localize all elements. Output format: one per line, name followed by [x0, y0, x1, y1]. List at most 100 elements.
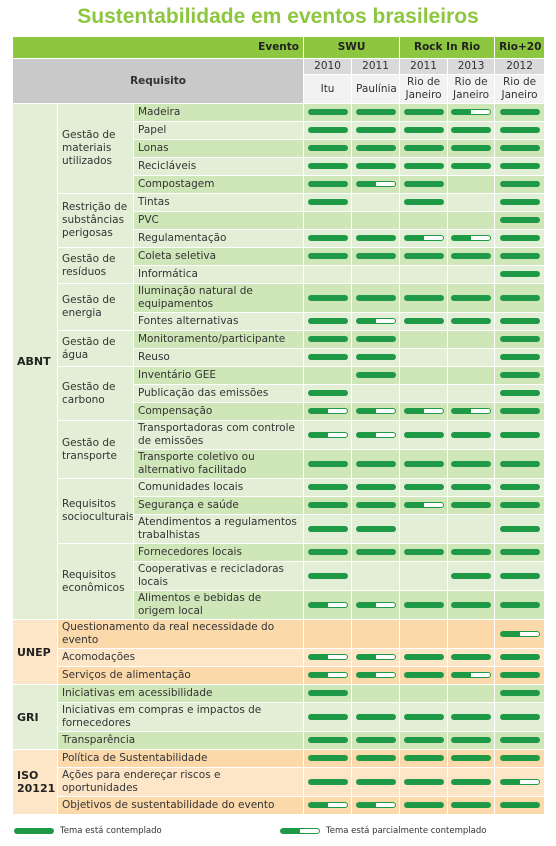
status-cell	[494, 103, 546, 122]
status-cell	[399, 767, 449, 797]
status-cell	[351, 478, 401, 497]
item-row: Alimentos e bebidas de origem local	[13, 590, 546, 620]
status-cell	[399, 211, 449, 230]
item-label: Iluminação natural de equipamentos	[132, 283, 305, 313]
status-bar	[451, 408, 492, 414]
status-bar	[451, 235, 492, 241]
status-cell	[494, 648, 546, 667]
status-cell	[399, 103, 449, 122]
legend-full: Tema está contemplado	[14, 826, 162, 836]
status-cell	[351, 496, 401, 515]
status-cell	[351, 139, 401, 158]
status-cell	[494, 283, 546, 313]
status-cell	[399, 514, 449, 544]
status-bar	[403, 235, 444, 241]
status-cell	[399, 749, 449, 768]
status-bar	[499, 572, 540, 579]
status-cell	[303, 514, 353, 544]
status-bar	[499, 654, 540, 660]
status-cell	[351, 348, 401, 367]
group-name: GRI	[12, 684, 58, 750]
status-cell	[447, 229, 496, 248]
event-year: 2013	[447, 58, 496, 75]
status-bar	[451, 755, 492, 761]
status-bar	[499, 672, 540, 678]
status-bar	[499, 354, 540, 360]
item-label: Publicação das emissões	[132, 384, 305, 403]
status-cell	[494, 211, 546, 230]
status-cell	[399, 420, 449, 450]
item-label: Fornecedores locais	[132, 543, 305, 562]
item-row: Serviços de alimentação	[13, 666, 546, 685]
item-label: Compostagem	[132, 175, 305, 194]
status-bar	[499, 390, 540, 396]
status-bar	[355, 235, 396, 241]
status-cell	[447, 619, 496, 649]
status-bar	[403, 408, 444, 414]
status-bar	[403, 549, 444, 555]
status-bar	[355, 408, 396, 414]
legend-label: Tema está contemplado	[60, 826, 162, 836]
status-bar	[355, 713, 396, 720]
item-label: Reuso	[132, 348, 305, 367]
status-bar	[403, 672, 444, 678]
status-cell	[447, 731, 496, 750]
status-cell	[303, 420, 353, 450]
item-label: Transporte coletivo ou alternativo facil…	[132, 449, 305, 479]
status-bar	[499, 271, 540, 277]
status-bar	[307, 601, 348, 608]
item-label: Inventário GEE	[132, 366, 305, 385]
status-bar	[451, 109, 492, 115]
status-bar	[403, 294, 444, 301]
status-bar	[307, 199, 348, 205]
status-bar	[355, 484, 396, 490]
status-cell	[303, 193, 353, 212]
status-cell	[351, 312, 401, 331]
status-bar	[451, 502, 492, 508]
status-cell	[399, 648, 449, 667]
item-label: Recicláveis	[132, 157, 305, 176]
status-cell	[447, 348, 496, 367]
status-cell	[399, 175, 449, 194]
status-cell	[351, 561, 401, 591]
status-cell	[303, 619, 353, 649]
status-bar	[451, 431, 492, 438]
status-bar	[403, 127, 444, 133]
status-cell	[494, 666, 546, 685]
item-row: Compensação	[13, 402, 546, 421]
status-cell	[303, 684, 353, 703]
status-cell	[447, 684, 496, 703]
status-bar	[307, 572, 348, 579]
item-label: Transportadoras com controle de emissões	[132, 420, 305, 450]
item-row: ISO 20121 Política de Sustentabilidade	[12, 749, 546, 815]
status-cell	[399, 561, 449, 591]
event-name: Rio+20	[494, 36, 546, 59]
status-cell	[351, 247, 401, 266]
event-place: Rio de Janeiro	[399, 74, 449, 104]
status-cell	[494, 402, 546, 421]
status-cell	[351, 796, 401, 815]
status-cell	[447, 402, 496, 421]
status-bar	[355, 372, 396, 378]
status-cell	[303, 366, 353, 385]
requirement-label: Requisito	[11, 58, 305, 104]
status-bar	[355, 601, 396, 608]
status-cell	[447, 247, 496, 266]
status-bar	[355, 253, 396, 259]
status-cell	[494, 619, 546, 649]
status-cell	[447, 796, 496, 815]
status-cell	[447, 514, 496, 544]
subgroup-name: Gestão de transporte	[57, 420, 134, 479]
status-cell	[447, 103, 496, 122]
status-bar	[403, 253, 444, 259]
item-label: Atendimentos a regulamentos trabalhistas	[132, 514, 305, 544]
status-cell	[303, 702, 353, 732]
item-label: Iniciativas em compras e impactos de for…	[56, 702, 305, 732]
status-cell	[447, 561, 496, 591]
status-bar	[307, 737, 348, 743]
group-name: ABNT	[12, 103, 58, 620]
item-label: Transparência	[56, 731, 305, 750]
status-cell	[447, 157, 496, 176]
status-bar	[451, 127, 492, 133]
